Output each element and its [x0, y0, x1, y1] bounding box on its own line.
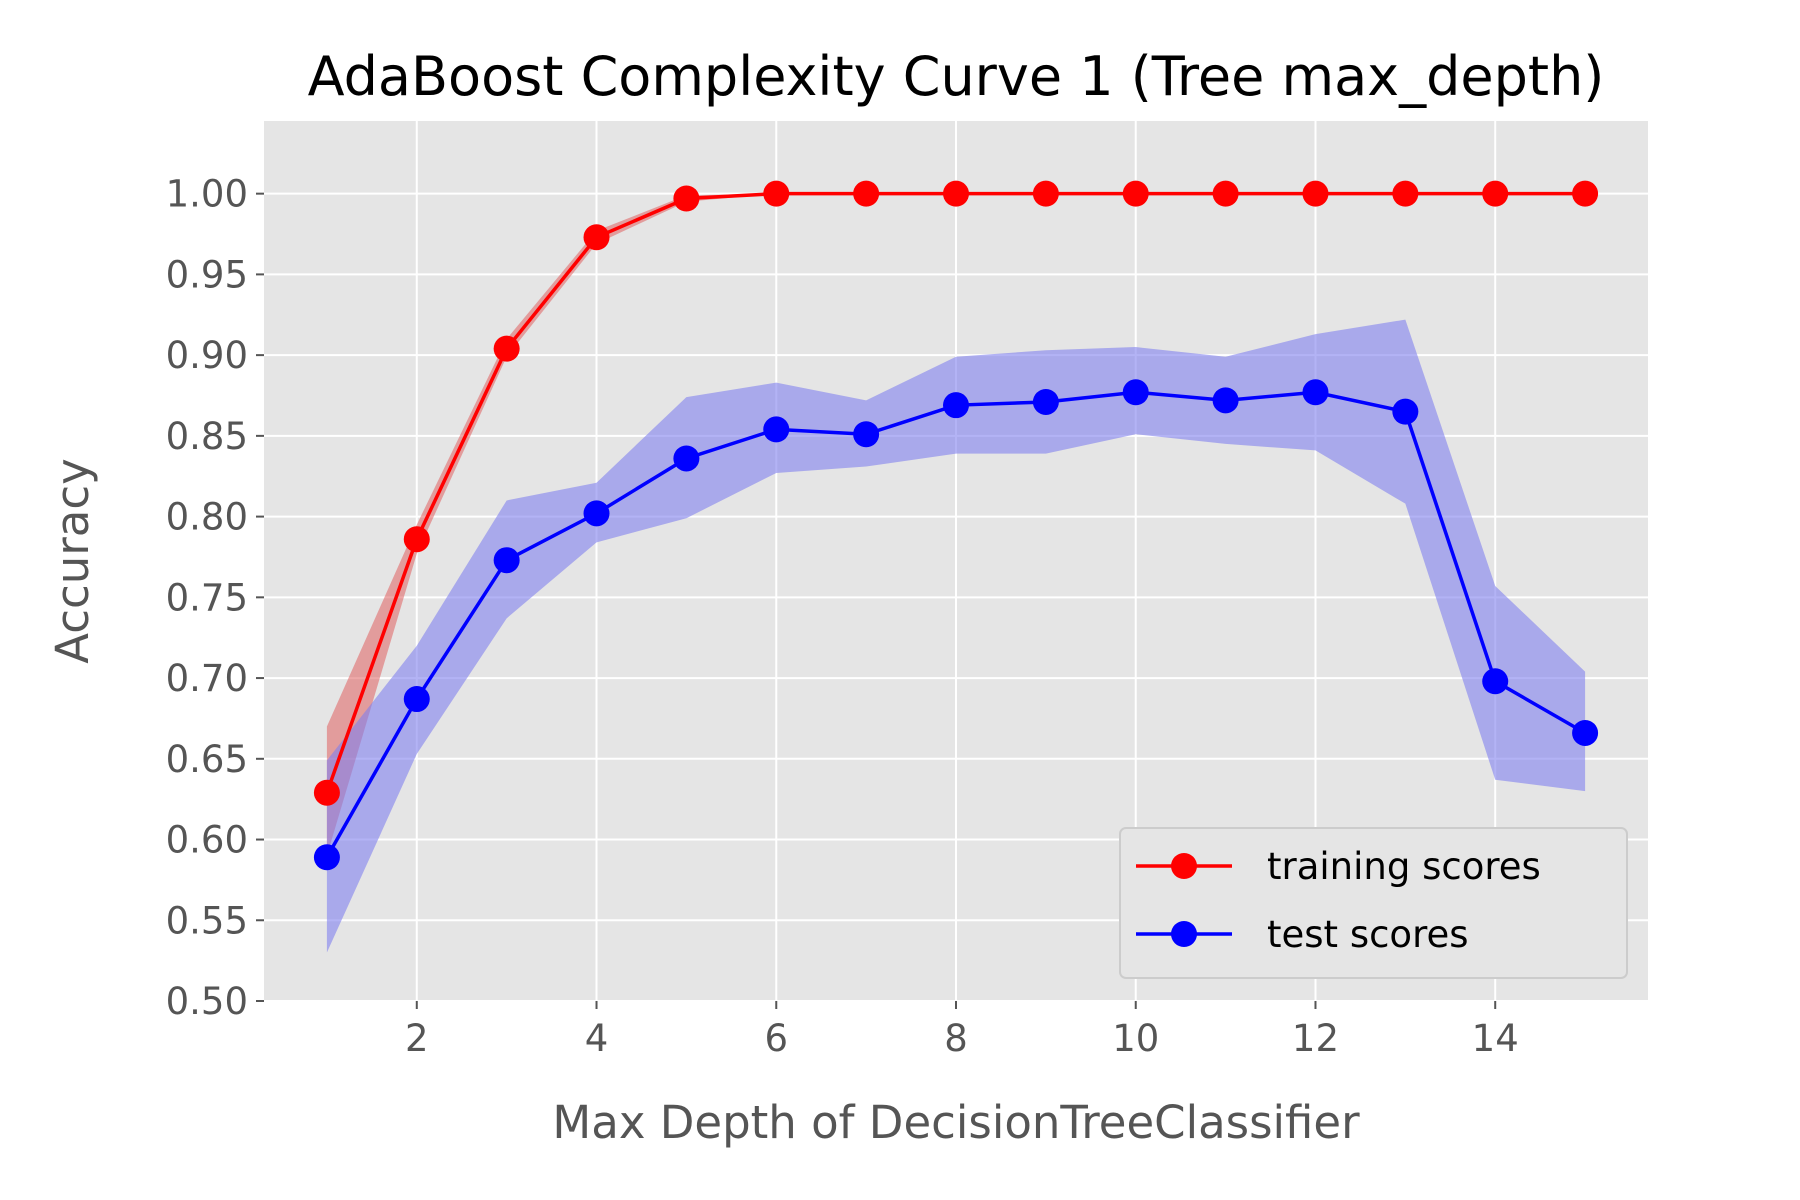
point-training: [943, 180, 969, 207]
point-test: [673, 445, 700, 472]
y-tick-label: 0.85: [166, 415, 248, 458]
point-test: [943, 392, 969, 419]
y-tick-label: 0.95: [166, 253, 248, 296]
y-tick-label: 0.90: [166, 334, 248, 377]
y-tick-label: 0.55: [166, 899, 248, 942]
point-training: [1572, 180, 1599, 207]
x-tick-label: 2: [405, 1017, 429, 1060]
point-training: [493, 335, 520, 362]
band-test: [326, 319, 1586, 953]
point-training: [1302, 180, 1329, 207]
x-tick-label: 6: [764, 1017, 788, 1060]
point-test: [493, 547, 520, 574]
point-training: [583, 224, 610, 251]
legend-marker-test: [1171, 921, 1197, 947]
y-axis-label: Accuracy: [46, 458, 99, 663]
point-training: [1032, 180, 1059, 207]
x-tick-label: 10: [1112, 1017, 1159, 1060]
point-training: [403, 526, 430, 553]
y-tick-label: 0.50: [166, 980, 248, 1023]
x-tick-label: 4: [585, 1017, 609, 1060]
point-test: [1482, 668, 1509, 695]
x-tick-label: 8: [944, 1017, 968, 1060]
y-axis-ticks: 0.50 0.55 0.60 0.65 0.70 0.75 0.80 0.85 0.90 0.95…: [166, 173, 264, 1023]
point-training: [763, 180, 790, 207]
y-tick-label: 0.80: [166, 496, 248, 539]
point-test: [1122, 379, 1149, 406]
y-tick-label: 1.00: [166, 173, 248, 216]
point-test: [1302, 379, 1329, 406]
legend-label-training: training scores: [1267, 845, 1541, 888]
x-axis-ticks: 2 4 6 8 10 12 14: [405, 1001, 1519, 1060]
y-tick-label: 0.60: [166, 819, 248, 862]
point-training: [1482, 180, 1509, 207]
chart-title: AdaBoost Complexity Curve 1 (Tree max_de…: [308, 45, 1605, 108]
x-tick-label: 14: [1472, 1017, 1519, 1060]
y-tick-label: 0.65: [166, 738, 248, 781]
point-test: [1392, 398, 1419, 425]
legend-label-test: test scores: [1267, 913, 1469, 956]
point-test: [403, 686, 430, 713]
legend-marker-training: [1171, 853, 1197, 879]
point-training: [1212, 180, 1239, 207]
legend-frame: [1119, 827, 1628, 979]
point-test: [583, 500, 610, 527]
x-tick-label: 12: [1292, 1017, 1339, 1060]
point-training: [853, 180, 880, 207]
y-tick-label: 0.70: [166, 657, 248, 700]
point-training: [313, 779, 340, 806]
point-test: [853, 421, 880, 448]
point-test: [1572, 719, 1599, 746]
y-tick-label: 0.75: [166, 576, 248, 619]
x-axis-label: Max Depth of DecisionTreeClassifier: [552, 1096, 1360, 1149]
point-training: [673, 185, 700, 212]
point-training: [1392, 180, 1419, 207]
legend: training scores test scores: [1119, 827, 1628, 979]
series-points: [313, 180, 1599, 871]
point-test: [763, 416, 790, 443]
point-training: [1122, 180, 1149, 207]
confidence-bands: [326, 193, 1586, 953]
point-test: [1032, 388, 1059, 415]
point-test: [1212, 387, 1239, 414]
point-test: [313, 844, 340, 871]
